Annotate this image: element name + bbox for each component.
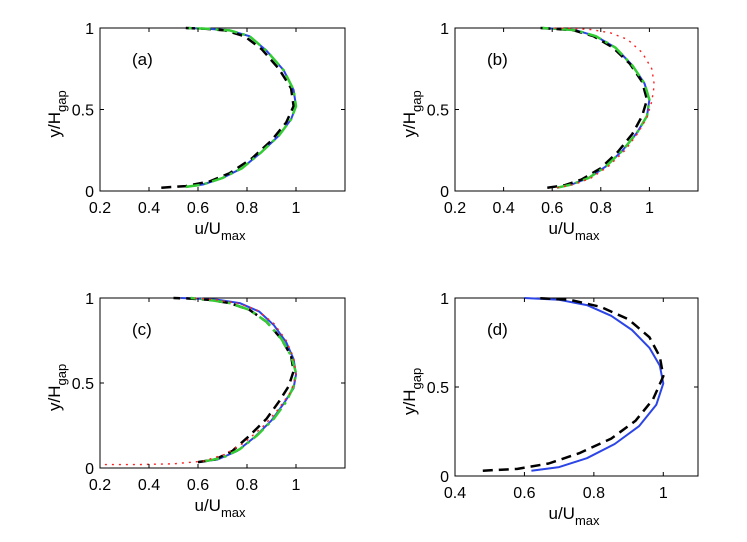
chart-panel-2: 0.2 0.4 0.6 0.8 1 0 0.5 1 (b) u/Umax y/Hgap (400, 21, 699, 243)
y-tick-label: 1 (440, 21, 449, 38)
y-tick-label: 1 (85, 21, 94, 38)
series-line-dotted-red (104, 297, 297, 466)
y-tick-label: 0 (85, 461, 94, 478)
chart-panel-1: 0.2 0.4 0.6 0.8 1 0 0.5 1 (a) u/Umax y/Hgap (45, 21, 346, 243)
series-line-dashdot-green (542, 26, 651, 189)
x-tick-label: 0.4 (138, 477, 160, 494)
y-axis-label-sub: gap (54, 90, 69, 112)
x-tick-label: 0.6 (541, 200, 563, 217)
x-axis-label: u/Umax (549, 219, 601, 243)
panel-label: (b) (487, 50, 508, 69)
x-tick-label: 0.8 (236, 200, 258, 217)
y-tick-label: 1 (440, 291, 449, 308)
x-tick-label: 1 (292, 200, 301, 217)
y-tick-label: 0.5 (427, 103, 449, 120)
x-axis-label-sub: max (575, 513, 600, 528)
y-axis-label: y/Hgap (400, 368, 424, 415)
x-tick-label: 0.6 (187, 200, 209, 217)
y-axis-label: y/Hgap (45, 364, 69, 411)
x-tick-label: 0.4 (444, 485, 466, 502)
y-tick-label: 0 (440, 469, 449, 486)
y-tick-label: 0.5 (72, 103, 94, 120)
y-tick-label: 0.5 (72, 376, 94, 393)
x-tick-label: 0.6 (513, 485, 535, 502)
y-axis-label: y/Hgap (45, 90, 69, 137)
y-axis-label-sub: gap (409, 368, 424, 390)
y-tick-label: 0 (85, 184, 94, 201)
x-tick-label: 0.2 (444, 200, 466, 217)
y-axis-label-sub: gap (409, 90, 424, 112)
x-tick-label: 0.2 (89, 477, 111, 494)
x-axis-label-main: u/U (195, 496, 221, 515)
x-tick-label: 0.8 (236, 477, 258, 494)
y-axis-label: y/Hgap (400, 90, 424, 137)
x-axis-label-sub: max (221, 228, 246, 243)
x-axis-label-main: u/U (195, 219, 221, 238)
x-tick-label: 1 (659, 485, 668, 502)
x-tick-label: 1 (292, 477, 301, 494)
x-axis-label-main: u/U (549, 219, 575, 238)
y-axis-label-main: y/H (400, 390, 419, 416)
x-tick-label: 0.8 (583, 485, 605, 502)
x-tick-label: 0.6 (187, 477, 209, 494)
y-tick-label: 1 (85, 291, 94, 308)
x-tick-label: 0.4 (492, 200, 514, 217)
x-tick-label: 0.4 (138, 200, 160, 217)
series-line-dashdot-green (190, 296, 298, 463)
series-line-dash-black (482, 296, 665, 472)
x-axis-label: u/Umax (549, 504, 601, 528)
x-tick-label: 1 (645, 200, 654, 217)
x-axis-label-sub: max (221, 505, 246, 520)
y-axis-label-main: y/H (45, 112, 64, 138)
x-axis-label: u/Umax (195, 496, 247, 520)
x-tick-label: 0.8 (590, 200, 612, 217)
y-axis-label-main: y/H (400, 112, 419, 138)
series-line-dashdot-green (185, 26, 298, 189)
panel-label: (c) (132, 320, 152, 339)
series-line-dash-black (161, 26, 295, 189)
chart-panel-4: 0.4 0.6 0.8 1 0 0.5 1 (d) u/Umax y/Hgap (400, 291, 699, 528)
panel-label: (d) (487, 320, 508, 339)
y-axis-label-main: y/H (45, 386, 64, 412)
x-tick-label: 0.2 (89, 200, 111, 217)
y-tick-label: 0.5 (427, 380, 449, 397)
x-axis-label-sub: max (575, 228, 600, 243)
y-axis-label-sub: gap (54, 364, 69, 386)
chart-panel-3: 0.2 0.4 0.6 0.8 1 0 0.5 1 (c) u/Umax y/Hgap (45, 291, 346, 520)
x-axis-label: u/Umax (195, 219, 247, 243)
y-tick-label: 0 (440, 184, 449, 201)
series-line-solid-blue (524, 297, 665, 472)
panel-label: (a) (132, 50, 153, 69)
x-axis-label-main: u/U (549, 504, 575, 523)
